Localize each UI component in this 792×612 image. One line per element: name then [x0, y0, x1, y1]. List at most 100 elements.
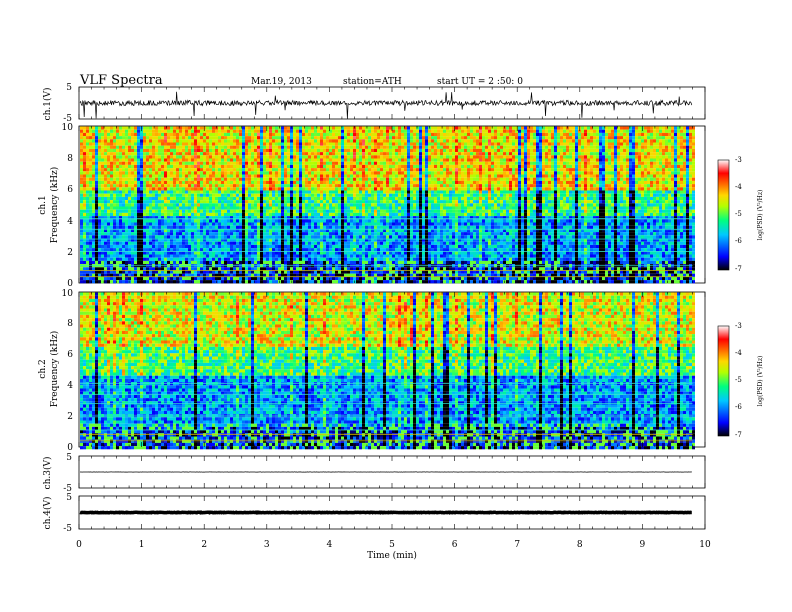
spectrogram-cell — [320, 212, 323, 217]
spectrogram-cell — [329, 126, 332, 130]
spectrogram-cell — [287, 139, 290, 143]
spectrogram-cell — [191, 276, 194, 281]
spectrogram-cell — [203, 267, 206, 271]
spectrogram-cell — [140, 257, 143, 261]
spectrogram-cell — [335, 280, 338, 284]
spectrogram-cell — [317, 145, 320, 149]
spectrogram-cell — [320, 158, 323, 162]
spectrogram-cell — [302, 222, 305, 226]
spectrogram-cell — [311, 190, 314, 194]
spectrogram-cell — [263, 168, 266, 172]
spectrogram-cell — [350, 187, 353, 191]
spectrogram-cell — [245, 184, 248, 188]
spectrogram-cell — [242, 280, 245, 284]
spectrogram-cell — [242, 251, 245, 255]
spectrogram-cell — [293, 228, 296, 233]
spectrogram-cell — [179, 145, 182, 149]
spectrogram-cell — [353, 216, 356, 220]
spectrogram-cell — [323, 276, 326, 281]
spectrogram-cell — [251, 152, 254, 156]
spectrogram-cell — [344, 148, 347, 153]
spectrogram-cell — [377, 238, 380, 242]
spectrogram-cell — [383, 142, 386, 146]
spectrogram-cell — [239, 142, 242, 146]
spectrogram-cell — [362, 212, 365, 217]
spectrogram-cell — [272, 209, 275, 213]
spectrogram-cell — [254, 206, 257, 210]
spectrogram-cell — [332, 260, 335, 265]
spectrogram-cell — [341, 209, 344, 213]
spectrogram-cell — [209, 164, 212, 169]
spectrogram-cell — [215, 155, 218, 159]
spectrogram-cell — [158, 145, 161, 149]
spectrogram-cell — [314, 270, 317, 274]
spectrogram-cell — [269, 200, 272, 204]
spectrogram-cell — [209, 193, 212, 197]
spectrogram-cell — [137, 251, 140, 255]
spectrogram-cell — [218, 273, 221, 277]
spectrogram-cell — [179, 216, 182, 220]
spectrogram-cell — [287, 206, 290, 210]
spectrogram-cell — [218, 177, 221, 181]
spectrogram-cell — [152, 158, 155, 162]
spectrogram-cell — [287, 193, 290, 197]
spectrogram-cell — [380, 142, 383, 146]
spectrogram-cell — [311, 254, 314, 258]
spectrogram-cell — [191, 248, 194, 252]
spectrogram-cell — [86, 142, 89, 146]
spectrogram-cell — [248, 196, 251, 201]
spectrogram-cell — [314, 142, 317, 146]
spectrogram-cell — [377, 164, 380, 169]
spectrogram-cell — [212, 200, 215, 204]
spectrogram-cell — [128, 177, 131, 181]
spectrogram-cell — [95, 276, 98, 281]
spectrogram-cell — [80, 203, 83, 207]
spectrogram-cell — [116, 196, 119, 201]
spectrogram-cell — [365, 228, 368, 233]
spectrogram-cell — [218, 254, 221, 258]
spectrogram-cell — [188, 225, 191, 229]
spectrogram-cell — [218, 161, 221, 165]
spectrogram-cell — [344, 184, 347, 188]
spectrogram-cell — [233, 235, 236, 239]
spectrogram-cell — [203, 225, 206, 229]
spectrogram-cell — [266, 260, 269, 265]
spectrogram-cell — [362, 196, 365, 201]
spectrogram-cell — [311, 244, 314, 249]
spectrogram-cell — [95, 174, 98, 178]
spectrogram-cell — [275, 190, 278, 194]
spectrogram-cell — [338, 158, 341, 162]
spectrogram-cell — [140, 209, 143, 213]
spectrogram-cell — [248, 200, 251, 204]
spectrogram-cell — [146, 228, 149, 233]
spectrogram-cell — [344, 171, 347, 175]
spectrogram-cell — [338, 193, 341, 197]
spectrogram-cell — [131, 248, 134, 252]
spectrogram-cell — [305, 248, 308, 252]
spectrogram-cell — [302, 168, 305, 172]
spectrogram-cell — [290, 206, 293, 210]
spectrogram-cell — [326, 196, 329, 201]
spectrogram-cell — [152, 152, 155, 156]
spectrogram-cell — [158, 136, 161, 140]
spectrogram-cell — [167, 209, 170, 213]
spectrogram-cell — [323, 203, 326, 207]
spectrogram-cell — [161, 203, 164, 207]
spectrogram-cell — [254, 222, 257, 226]
spectrogram-cell — [170, 129, 173, 133]
spectrogram-cell — [368, 161, 371, 165]
spectrogram-cell — [80, 177, 83, 181]
spectrogram-cell — [209, 280, 212, 284]
spectrogram-cell — [212, 248, 215, 252]
spectrogram-cell — [89, 136, 92, 140]
spectrogram-cell — [248, 161, 251, 165]
spectrogram-cell — [368, 203, 371, 207]
spectrogram-cell — [209, 203, 212, 207]
spectrogram-cell — [350, 225, 353, 229]
spectrogram-cell — [185, 228, 188, 233]
spectrogram-cell — [179, 190, 182, 194]
spectrogram-cell — [149, 235, 152, 239]
spectrogram-cell — [332, 145, 335, 149]
spectrogram-cell — [152, 190, 155, 194]
spectrogram-cell — [233, 164, 236, 169]
